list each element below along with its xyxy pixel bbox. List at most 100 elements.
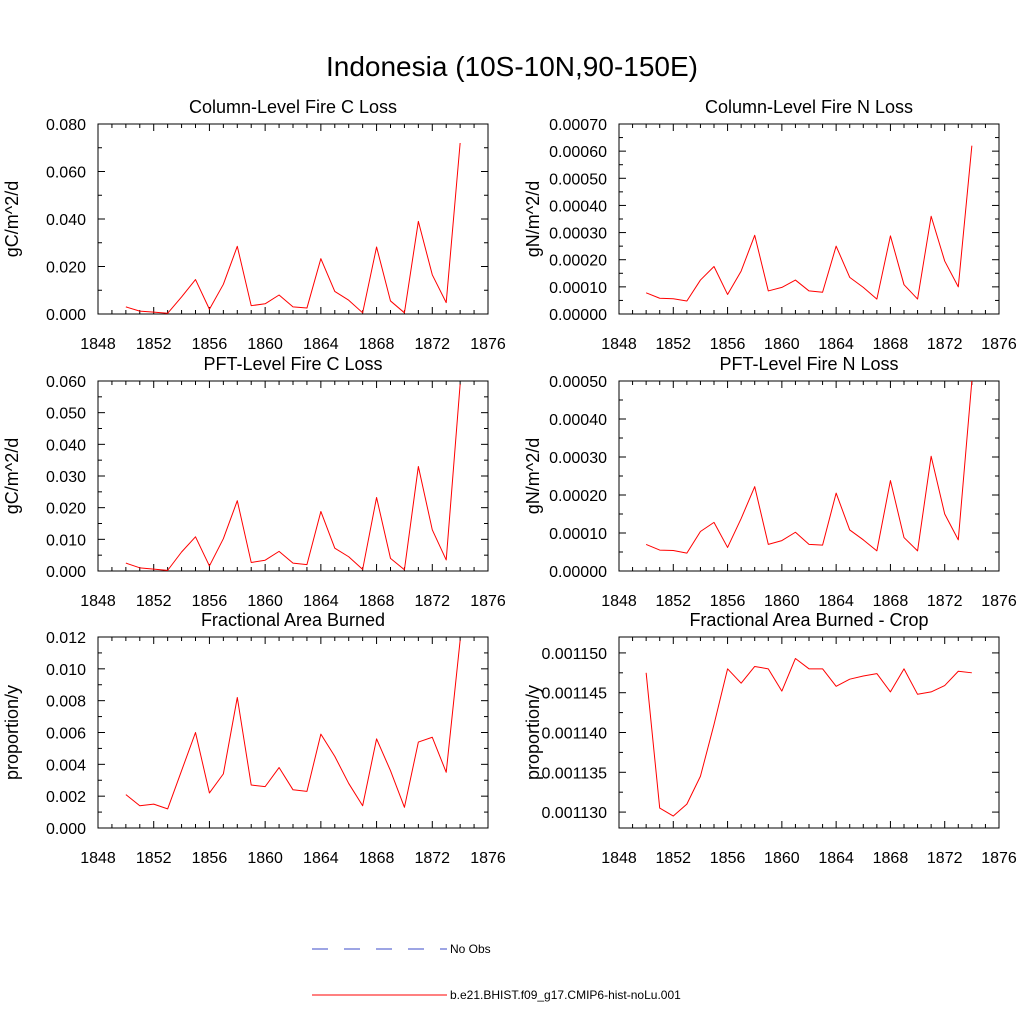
panel-5-xtick-label: 1868	[359, 850, 395, 867]
panel-3-xtick-label: 1868	[359, 593, 395, 610]
panel-5-ytick-label: 0.004	[46, 757, 86, 774]
panel-1-ytick-label: 0.040	[46, 212, 86, 229]
panel-4-ytick-label: 0.00040	[549, 412, 607, 429]
panel-4-xtick-label: 1872	[927, 593, 963, 610]
panel-6-xtick-label: 1876	[981, 850, 1017, 867]
panel-3-ytick-label: 0.000	[46, 564, 86, 581]
panel-6-ylabel: proportion/y	[523, 685, 543, 780]
figure-title: Indonesia (10S-10N,90-150E)	[326, 51, 698, 82]
panel-5-ytick-label: 0.006	[46, 726, 86, 743]
panel-6-ytick-label: 0.001145	[541, 686, 607, 703]
panel-4-ytick-label: 0.00020	[549, 488, 607, 505]
panel-6-ytick-label: 0.001135	[541, 765, 607, 782]
panel-3-series-line	[125, 384, 461, 571]
panel-1-frame	[97, 123, 489, 315]
panel-5-xtick-label: 1852	[136, 850, 172, 867]
panel-1-ytick-label: 0.080	[46, 117, 86, 134]
panel-5-ytick-label: 0.010	[46, 662, 86, 679]
panel-5-xtick-label: 1856	[192, 850, 228, 867]
panel-5-ytick-label: 0.012	[46, 630, 86, 647]
panel-4-ytick-label: 0.00000	[549, 564, 607, 581]
panel-6-xtick-label: 1852	[655, 850, 691, 867]
panel-4-xtick-label: 1860	[764, 593, 800, 610]
panel-5-xtick-label: 1872	[414, 850, 450, 867]
panel-4-xtick-label: 1852	[655, 593, 691, 610]
panel-4-ytick-label: 0.00050	[549, 374, 607, 391]
panel-1-xtick-label: 1868	[359, 336, 395, 353]
panel-1-xtick-label: 1852	[136, 336, 172, 353]
panel-5-ylabel: proportion/y	[2, 685, 22, 780]
panel-1-series-line	[125, 142, 461, 314]
panel-3-xtick-label: 1876	[470, 593, 506, 610]
panel-3-title: PFT-Level Fire C Loss	[203, 354, 382, 374]
panel-5-series-line	[125, 640, 461, 810]
panel-6-xtick-label: 1856	[710, 850, 746, 867]
panel-1-xtick-label: 1864	[303, 336, 339, 353]
panel-6-xtick-label: 1860	[764, 850, 800, 867]
panel-3-xtick-label: 1872	[414, 593, 450, 610]
panel-2-ytick-label: 0.00030	[549, 226, 607, 243]
panel-2-frame	[618, 123, 1000, 315]
panel-6-series-line	[645, 657, 972, 817]
panel-4-xtick-label: 1848	[601, 593, 637, 610]
panel-6-ytick-label: 0.001130	[541, 805, 607, 822]
panel-5-ytick-label: 0.008	[46, 694, 86, 711]
legend: No Obs b.e21.BHIST.f09_g17.CMIP6-hist-no…	[312, 942, 681, 1002]
panel-2-xtick-label: 1860	[764, 336, 800, 353]
panel-2-title: Column-Level Fire N Loss	[705, 97, 913, 117]
chart-panels: Column-Level Fire C Loss gC/m^2/d 1848 1852…	[2, 97, 1017, 867]
panel-4-frame	[618, 380, 1000, 572]
panel-4-xtick-label: 1868	[873, 593, 909, 610]
panel-3-frame	[97, 380, 489, 572]
panel-3-ylabel: gC/m^2/d	[2, 438, 22, 514]
panel-3-xtick-label: 1856	[192, 593, 228, 610]
panel-3-ytick-label: 0.040	[46, 437, 86, 454]
panel-2-xtick-label: 1852	[655, 336, 691, 353]
panel-1: Column-Level Fire C Loss gC/m^2/d 1848 1852…	[2, 97, 506, 353]
panel-3-ytick-label: 0.020	[46, 501, 86, 518]
panel-1-ylabel: gC/m^2/d	[2, 181, 22, 257]
panel-5-title: Fractional Area Burned	[201, 610, 385, 630]
panel-2-ytick-label: 0.00060	[549, 144, 607, 161]
panel-4-title: PFT-Level Fire N Loss	[719, 354, 898, 374]
panel-5-xtick-label: 1848	[80, 850, 116, 867]
panel-3: PFT-Level Fire C Loss gC/m^2/d 1848 1852 185…	[2, 354, 506, 610]
panel-3-xtick-label: 1860	[247, 593, 283, 610]
panel-2-xtick-label: 1876	[981, 336, 1017, 353]
panel-3-xtick-label: 1852	[136, 593, 172, 610]
panel-2-xtick-label: 1848	[601, 336, 637, 353]
panel-3-xtick-label: 1848	[80, 593, 116, 610]
panel-2-series-line	[645, 145, 973, 302]
panel-3-ytick-label: 0.010	[46, 532, 86, 549]
panel-4-ytick-label: 0.00010	[549, 526, 607, 543]
panel-6-xtick-label: 1848	[601, 850, 637, 867]
panel-2-xtick-label: 1868	[873, 336, 909, 353]
panel-6-title: Fractional Area Burned - Crop	[689, 610, 928, 630]
panel-2-xtick-label: 1872	[927, 336, 963, 353]
panel-2-ytick-label: 0.00010	[549, 280, 607, 297]
panel-3-ytick-label: 0.060	[46, 374, 86, 391]
panel-4-xtick-label: 1856	[710, 593, 746, 610]
panel-1-xtick-label: 1856	[192, 336, 228, 353]
panel-2-ytick-label: 0.00070	[549, 117, 607, 134]
panel-2-ytick-label: 0.00000	[549, 307, 607, 324]
panel-6-frame	[618, 636, 1000, 829]
panel-1-ytick-label: 0.020	[46, 260, 86, 277]
panel-3-xtick-label: 1864	[303, 593, 339, 610]
panel-1-xtick-label: 1848	[80, 336, 116, 353]
panel-5: Fractional Area Burned proportion/y 1848 18…	[2, 610, 506, 867]
panel-5-ytick-label: 0.002	[46, 789, 86, 806]
panel-3-ytick-label: 0.050	[46, 406, 86, 423]
panel-2: Column-Level Fire N Loss gN/m^2/d 1848 1852…	[523, 97, 1017, 353]
panel-4-xtick-label: 1864	[818, 593, 854, 610]
legend-label-model: b.e21.BHIST.f09_g17.CMIP6-hist-noLu.001	[450, 988, 681, 1002]
panel-1-title: Column-Level Fire C Loss	[189, 97, 397, 117]
legend-label-no-obs: No Obs	[450, 942, 491, 956]
panel-6: Fractional Area Burned - Crop proportion/…	[523, 610, 1017, 867]
panel-5-frame	[97, 636, 489, 829]
panel-2-xtick-label: 1864	[818, 336, 854, 353]
panel-2-ytick-label: 0.00040	[549, 198, 607, 215]
panel-2-ytick-label: 0.00050	[549, 171, 607, 188]
panel-4-ylabel: gN/m^2/d	[523, 438, 543, 514]
